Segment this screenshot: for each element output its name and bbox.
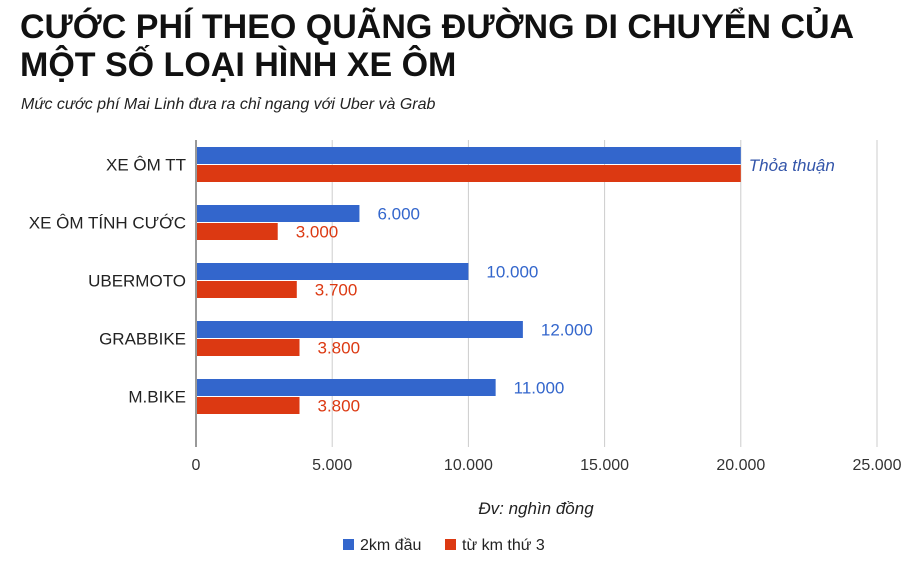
- chart-subtitle: Mức cước phí Mai Linh đưa ra chỉ ngang v…: [21, 96, 436, 113]
- data-label: 6.000: [377, 205, 420, 224]
- legend-swatch: [343, 539, 354, 550]
- category-label: UBERMOTO: [88, 272, 186, 291]
- grid-lines: [331, 140, 878, 447]
- annotation-label: Thỏa thuận: [749, 156, 835, 175]
- x-tick-label: 5.000: [312, 457, 352, 474]
- bar: [197, 397, 300, 414]
- bar: [197, 223, 278, 240]
- legend-label: từ km thứ 3: [462, 537, 545, 554]
- bar: [197, 165, 741, 182]
- data-label: 3.800: [318, 339, 361, 358]
- x-axis-label: Đv: nghìn đồng: [478, 499, 594, 518]
- x-tick-label: 0: [192, 457, 201, 474]
- data-label: 10.000: [486, 263, 538, 282]
- bar: [197, 379, 496, 396]
- data-label: 11.000: [514, 379, 565, 398]
- labels: 0 5.000 10.000 15.000 20.000 25.000 XE ÔM TT XE…: [29, 156, 902, 475]
- chart-title: CƯỚC PHÍ THEO QUÃNG ĐƯỜNG DI CHUYỂN CỦA …: [20, 8, 853, 84]
- x-tick-label: 15.000: [580, 457, 629, 474]
- bar: [197, 205, 360, 222]
- bars: [197, 147, 741, 414]
- category-label: XE ÔM TÍNH CƯỚC: [29, 214, 186, 233]
- bar: [197, 263, 469, 280]
- x-tick-label: 10.000: [444, 457, 493, 474]
- legend-label: 2km đầu: [360, 537, 421, 554]
- data-label: 3.800: [318, 397, 361, 416]
- data-label: 12.000: [541, 321, 593, 340]
- legend-swatch: [445, 539, 456, 550]
- category-label: XE ÔM TT: [106, 156, 186, 175]
- data-label: 3.000: [296, 223, 339, 242]
- category-label: M.BIKE: [128, 388, 186, 407]
- legend: 2km đầu từ km thứ 3: [343, 537, 545, 554]
- bar: [197, 147, 741, 164]
- bar: [197, 281, 297, 298]
- bar: [197, 339, 300, 356]
- x-tick-label: 25.000: [853, 457, 902, 474]
- bar: [197, 321, 523, 338]
- data-label: 3.700: [315, 281, 358, 300]
- x-tick-label: 20.000: [716, 457, 765, 474]
- category-label: GRABBIKE: [99, 330, 186, 349]
